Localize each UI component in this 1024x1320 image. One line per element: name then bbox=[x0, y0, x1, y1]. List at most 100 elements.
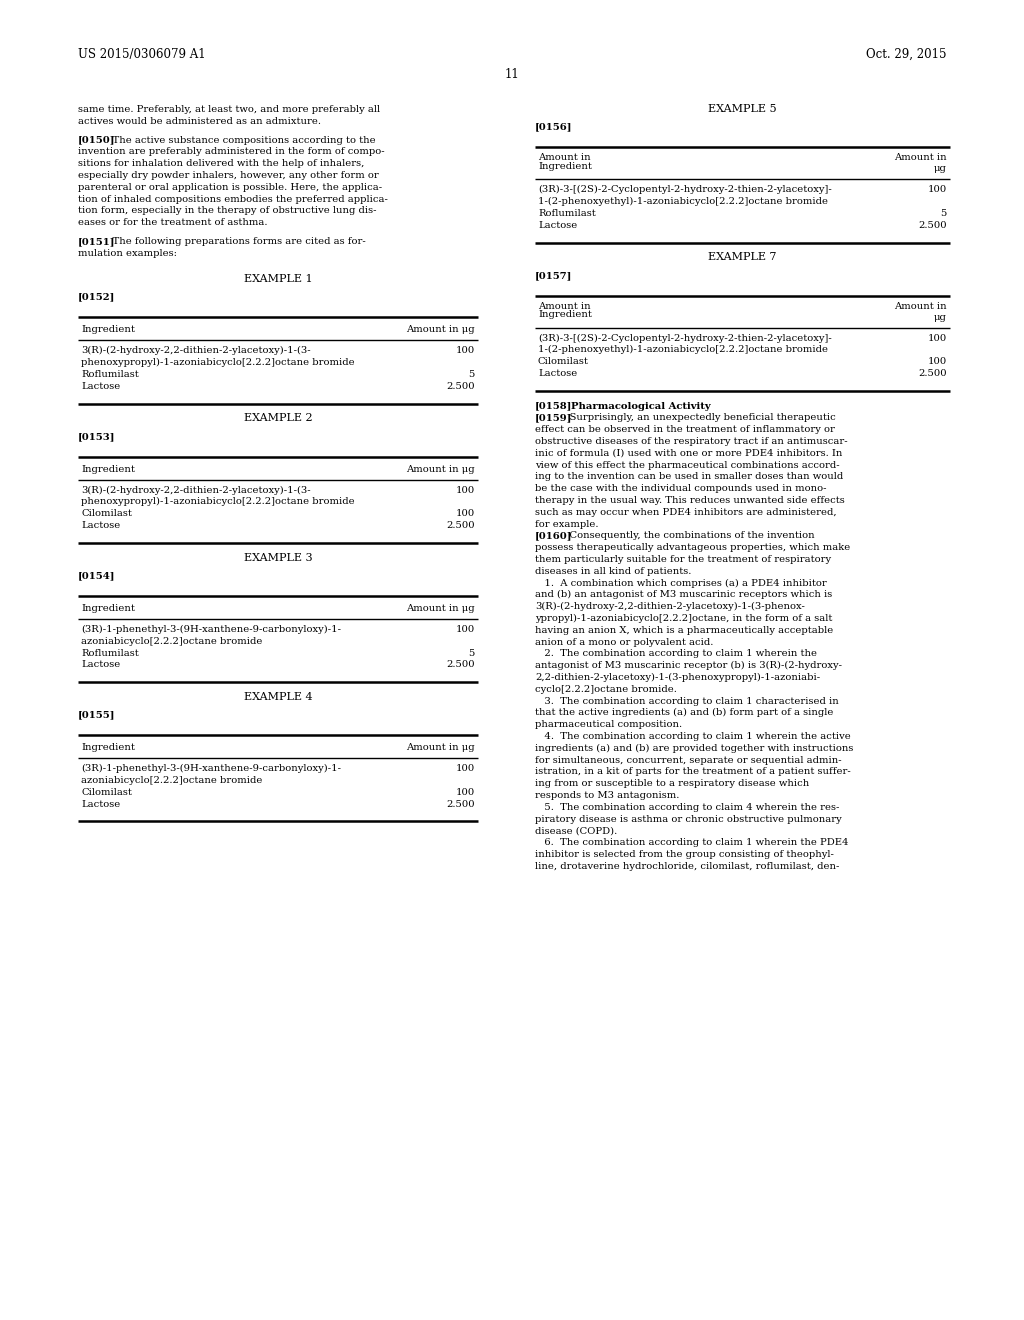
Text: 100: 100 bbox=[928, 358, 947, 366]
Text: [0156]: [0156] bbox=[535, 123, 572, 132]
Text: Pharmacological Activity: Pharmacological Activity bbox=[557, 401, 711, 411]
Text: 4.  The combination according to claim 1 wherein the active: 4. The combination according to claim 1 … bbox=[535, 733, 851, 741]
Text: Amount in: Amount in bbox=[894, 302, 947, 310]
Text: 100: 100 bbox=[928, 334, 947, 343]
Text: 100: 100 bbox=[928, 185, 947, 194]
Text: istration, in a kit of parts for the treatment of a patient suffer-: istration, in a kit of parts for the tre… bbox=[535, 767, 851, 776]
Text: μg: μg bbox=[934, 165, 947, 173]
Text: (3R)-3-[(2S)-2-Cyclopentyl-2-hydroxy-2-thien-2-ylacetoxy]-: (3R)-3-[(2S)-2-Cyclopentyl-2-hydroxy-2-t… bbox=[538, 334, 831, 343]
Text: eases or for the treatment of asthma.: eases or for the treatment of asthma. bbox=[78, 218, 267, 227]
Text: azoniabicyclo[2.2.2]octane bromide: azoniabicyclo[2.2.2]octane bromide bbox=[81, 636, 262, 645]
Text: [0154]: [0154] bbox=[78, 572, 116, 581]
Text: 2.500: 2.500 bbox=[446, 800, 475, 809]
Text: [0155]: [0155] bbox=[78, 710, 116, 719]
Text: 3(R)-(2-hydroxy-2,2-dithien-2-ylacetoxy)-1-(3-phenox-: 3(R)-(2-hydroxy-2,2-dithien-2-ylacetoxy)… bbox=[535, 602, 805, 611]
Text: Cilomilast: Cilomilast bbox=[81, 788, 132, 797]
Text: for simultaneous, concurrent, separate or sequential admin-: for simultaneous, concurrent, separate o… bbox=[535, 755, 842, 764]
Text: such as may occur when PDE4 inhibitors are administered,: such as may occur when PDE4 inhibitors a… bbox=[535, 508, 837, 517]
Text: disease (COPD).: disease (COPD). bbox=[535, 826, 617, 836]
Text: Lactose: Lactose bbox=[538, 370, 578, 378]
Text: 100: 100 bbox=[456, 486, 475, 495]
Text: Ingredient: Ingredient bbox=[538, 310, 592, 319]
Text: sitions for inhalation delivered with the help of inhalers,: sitions for inhalation delivered with th… bbox=[78, 160, 365, 168]
Text: having an anion X, which is a pharmaceutically acceptable: having an anion X, which is a pharmaceut… bbox=[535, 626, 834, 635]
Text: 2.  The combination according to claim 1 wherein the: 2. The combination according to claim 1 … bbox=[535, 649, 817, 659]
Text: [0150]: [0150] bbox=[78, 136, 116, 145]
Text: for example.: for example. bbox=[535, 520, 598, 528]
Text: effect can be observed in the treatment of inflammatory or: effect can be observed in the treatment … bbox=[535, 425, 835, 434]
Text: inhibitor is selected from the group consisting of theophyl-: inhibitor is selected from the group con… bbox=[535, 850, 834, 859]
Text: Lactose: Lactose bbox=[81, 521, 120, 531]
Text: Consequently, the combinations of the invention: Consequently, the combinations of the in… bbox=[557, 532, 815, 540]
Text: Ingredient: Ingredient bbox=[81, 465, 135, 474]
Text: 3.  The combination according to claim 1 characterised in: 3. The combination according to claim 1 … bbox=[535, 697, 839, 706]
Text: be the case with the individual compounds used in mono-: be the case with the individual compound… bbox=[535, 484, 826, 494]
Text: 2.500: 2.500 bbox=[919, 220, 947, 230]
Text: Amount in: Amount in bbox=[894, 153, 947, 162]
Text: therapy in the usual way. This reduces unwanted side effects: therapy in the usual way. This reduces u… bbox=[535, 496, 845, 506]
Text: [0159]: [0159] bbox=[535, 413, 572, 422]
Text: 100: 100 bbox=[456, 764, 475, 774]
Text: (3R)-1-phenethyl-3-(9H-xanthene-9-carbonyloxy)-1-: (3R)-1-phenethyl-3-(9H-xanthene-9-carbon… bbox=[81, 624, 341, 634]
Text: Oct. 29, 2015: Oct. 29, 2015 bbox=[865, 48, 946, 61]
Text: EXAMPLE 5: EXAMPLE 5 bbox=[709, 104, 777, 114]
Text: Roflumilast: Roflumilast bbox=[81, 370, 138, 379]
Text: responds to M3 antagonism.: responds to M3 antagonism. bbox=[535, 791, 679, 800]
Text: actives would be administered as an admixture.: actives would be administered as an admi… bbox=[78, 116, 321, 125]
Text: [0152]: [0152] bbox=[78, 293, 116, 302]
Text: 2.500: 2.500 bbox=[446, 660, 475, 669]
Text: (3R)-3-[(2S)-2-Cyclopentyl-2-hydroxy-2-thien-2-ylacetoxy]-: (3R)-3-[(2S)-2-Cyclopentyl-2-hydroxy-2-t… bbox=[538, 185, 831, 194]
Text: 2.500: 2.500 bbox=[446, 521, 475, 531]
Text: 1.  A combination which comprises (a) a PDE4 inhibitor: 1. A combination which comprises (a) a P… bbox=[535, 578, 826, 587]
Text: Lactose: Lactose bbox=[81, 381, 120, 391]
Text: phenoxypropyl)-1-azoniabicyclo[2.2.2]octane bromide: phenoxypropyl)-1-azoniabicyclo[2.2.2]oct… bbox=[81, 498, 354, 507]
Text: EXAMPLE 7: EXAMPLE 7 bbox=[709, 252, 777, 263]
Text: Amount in μg: Amount in μg bbox=[407, 465, 475, 474]
Text: diseases in all kind of patients.: diseases in all kind of patients. bbox=[535, 566, 691, 576]
Text: Amount in μg: Amount in μg bbox=[407, 605, 475, 612]
Text: Amount in μg: Amount in μg bbox=[407, 743, 475, 752]
Text: 5: 5 bbox=[941, 209, 947, 218]
Text: invention are preferably administered in the form of compo-: invention are preferably administered in… bbox=[78, 148, 385, 157]
Text: tion form, especially in the therapy of obstructive lung dis-: tion form, especially in the therapy of … bbox=[78, 206, 377, 215]
Text: pharmaceutical composition.: pharmaceutical composition. bbox=[535, 721, 682, 729]
Text: and (b) an antagonist of M3 muscarinic receptors which is: and (b) an antagonist of M3 muscarinic r… bbox=[535, 590, 833, 599]
Text: ypropyl)-1-azoniabicyclo[2.2.2]octane, in the form of a salt: ypropyl)-1-azoniabicyclo[2.2.2]octane, i… bbox=[535, 614, 833, 623]
Text: 3(R)-(2-hydroxy-2,2-dithien-2-ylacetoxy)-1-(3-: 3(R)-(2-hydroxy-2,2-dithien-2-ylacetoxy)… bbox=[81, 486, 310, 495]
Text: ingredients (a) and (b) are provided together with instructions: ingredients (a) and (b) are provided tog… bbox=[535, 743, 853, 752]
Text: ing from or susceptible to a respiratory disease which: ing from or susceptible to a respiratory… bbox=[535, 779, 809, 788]
Text: Lactose: Lactose bbox=[538, 220, 578, 230]
Text: mulation examples:: mulation examples: bbox=[78, 249, 177, 257]
Text: Roflumilast: Roflumilast bbox=[538, 209, 596, 218]
Text: Amount in: Amount in bbox=[538, 302, 591, 310]
Text: ing to the invention can be used in smaller doses than would: ing to the invention can be used in smal… bbox=[535, 473, 843, 482]
Text: 2.500: 2.500 bbox=[446, 381, 475, 391]
Text: Cilomilast: Cilomilast bbox=[538, 358, 589, 366]
Text: [0151]: [0151] bbox=[78, 238, 116, 246]
Text: view of this effect the pharmaceutical combinations accord-: view of this effect the pharmaceutical c… bbox=[535, 461, 840, 470]
Text: antagonist of M3 muscarinic receptor (b) is 3(R)-(2-hydroxy-: antagonist of M3 muscarinic receptor (b)… bbox=[535, 661, 842, 671]
Text: 3(R)-(2-hydroxy-2,2-dithien-2-ylacetoxy)-1-(3-: 3(R)-(2-hydroxy-2,2-dithien-2-ylacetoxy)… bbox=[81, 346, 310, 355]
Text: Roflumilast: Roflumilast bbox=[81, 648, 138, 657]
Text: 2.500: 2.500 bbox=[919, 370, 947, 378]
Text: 5: 5 bbox=[469, 648, 475, 657]
Text: (3R)-1-phenethyl-3-(9H-xanthene-9-carbonyloxy)-1-: (3R)-1-phenethyl-3-(9H-xanthene-9-carbon… bbox=[81, 764, 341, 774]
Text: Amount in: Amount in bbox=[538, 153, 591, 162]
Text: EXAMPLE 3: EXAMPLE 3 bbox=[244, 553, 312, 562]
Text: Amount in μg: Amount in μg bbox=[407, 325, 475, 334]
Text: Ingredient: Ingredient bbox=[81, 325, 135, 334]
Text: The following preparations forms are cited as for-: The following preparations forms are cit… bbox=[100, 238, 367, 246]
Text: Lactose: Lactose bbox=[81, 800, 120, 809]
Text: 5: 5 bbox=[469, 370, 475, 379]
Text: anion of a mono or polyvalent acid.: anion of a mono or polyvalent acid. bbox=[535, 638, 714, 647]
Text: inic of formula (I) used with one or more PDE4 inhibitors. In: inic of formula (I) used with one or mor… bbox=[535, 449, 843, 458]
Text: [0158]: [0158] bbox=[535, 401, 572, 411]
Text: [0157]: [0157] bbox=[535, 271, 572, 280]
Text: μg: μg bbox=[934, 313, 947, 322]
Text: 11: 11 bbox=[505, 69, 519, 81]
Text: Ingredient: Ingredient bbox=[538, 162, 592, 170]
Text: 6.  The combination according to claim 1 wherein the PDE4: 6. The combination according to claim 1 … bbox=[535, 838, 849, 847]
Text: especially dry powder inhalers, however, any other form or: especially dry powder inhalers, however,… bbox=[78, 172, 379, 180]
Text: US 2015/0306079 A1: US 2015/0306079 A1 bbox=[78, 48, 206, 61]
Text: Cilomilast: Cilomilast bbox=[81, 510, 132, 519]
